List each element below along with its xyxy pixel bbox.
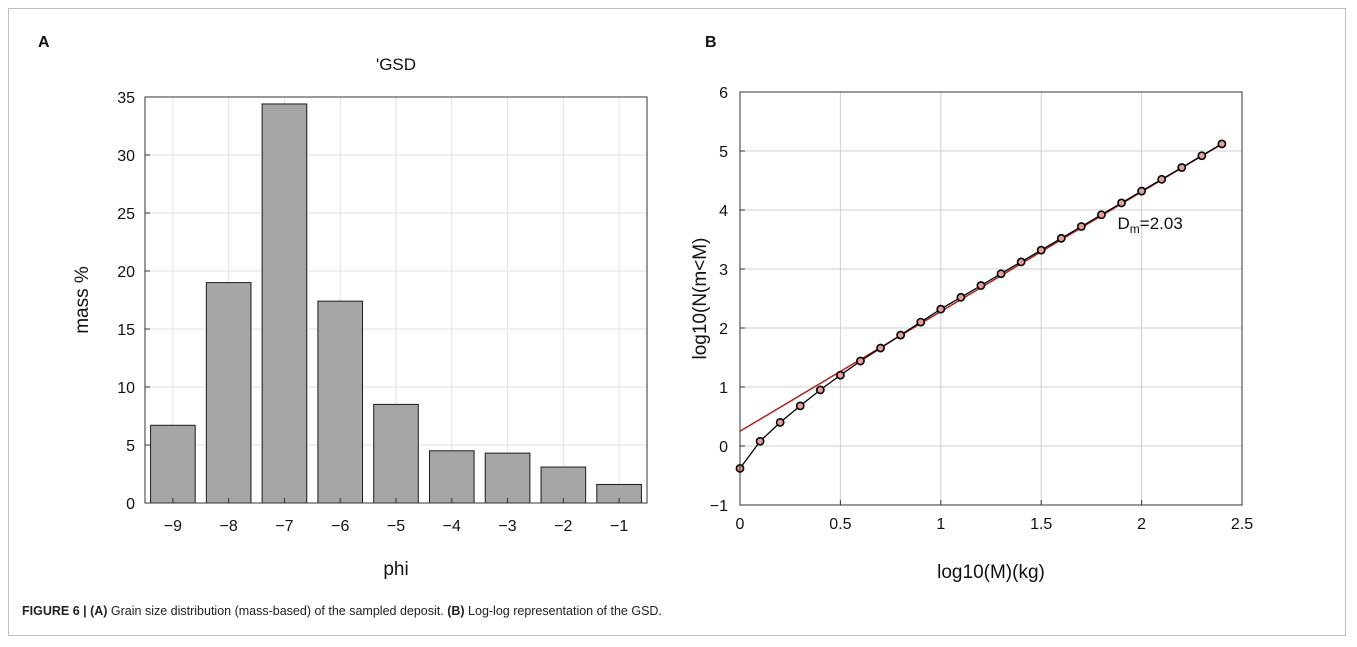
- y-tick-label: 25: [117, 206, 135, 223]
- y-tick-label: 5: [719, 144, 728, 161]
- caption-part-b-text: Log-log representation of the GSD.: [464, 604, 662, 618]
- caption-figure-label: FIGURE 6 |: [22, 604, 91, 618]
- data-point: [1016, 257, 1026, 267]
- y-tick-label: 0: [126, 496, 135, 513]
- dm-annotation-value: =2.03: [1140, 214, 1183, 233]
- data-point: [1056, 233, 1066, 243]
- data-point: [976, 281, 986, 290]
- dm-annotation: Dm=2.03: [1118, 214, 1183, 236]
- bar: [150, 424, 196, 504]
- x-tick-label: −1: [610, 518, 628, 535]
- data-point: [1217, 139, 1227, 149]
- data-point: [1036, 245, 1046, 255]
- plot-area-b: [740, 92, 1242, 505]
- data-point: [775, 417, 785, 427]
- x-axis-title-a: phi: [383, 559, 408, 580]
- data-point: [795, 401, 805, 411]
- y-tick-label: 20: [117, 264, 135, 281]
- x-tick-label: 1.5: [1030, 516, 1052, 533]
- x-axis-title-b: log10(M)(kg): [937, 562, 1045, 583]
- y-tick-label: 3: [719, 262, 728, 279]
- x-tick-label: 2: [1137, 516, 1146, 533]
- bar: [317, 300, 364, 504]
- x-tick-label: −6: [331, 518, 349, 535]
- data-point: [755, 436, 765, 446]
- y-tick-label: 10: [117, 380, 135, 397]
- y-tick-label: −1: [710, 498, 728, 515]
- x-tick-label: −8: [220, 518, 238, 535]
- data-point: [996, 269, 1006, 279]
- x-tick-label: −7: [275, 518, 293, 535]
- x-tick-label: −2: [554, 518, 572, 535]
- y-axis-title-b: log10(N(m<M): [690, 238, 711, 360]
- figure-frame: [8, 8, 1346, 636]
- data-point: [1197, 151, 1207, 161]
- bar: [261, 103, 308, 504]
- data-point: [815, 385, 825, 395]
- caption-part-a-text: Grain size distribution (mass-based) of …: [107, 604, 448, 618]
- y-tick-label: 35: [117, 90, 135, 107]
- data-point: [836, 370, 845, 380]
- x-tick-label: −4: [443, 518, 461, 535]
- x-tick-label: 0.5: [829, 516, 851, 533]
- caption-part-a-tag: (A): [90, 604, 108, 618]
- y-tick-label: 4: [719, 203, 728, 220]
- y-tick-label: 1: [719, 380, 728, 397]
- x-tick-label: −3: [498, 518, 516, 535]
- data-point: [876, 343, 885, 353]
- data-point: [1097, 210, 1106, 220]
- figure-caption: FIGURE 6 | (A) Grain size distribution (…: [22, 604, 662, 618]
- data-point: [1137, 186, 1146, 196]
- y-tick-label: 2: [719, 321, 728, 338]
- bar: [540, 466, 587, 504]
- data-point: [936, 304, 946, 314]
- chart-a-title: 'GSD: [376, 55, 416, 74]
- dm-annotation-main: D: [1118, 214, 1130, 233]
- panel-b-label: B: [705, 34, 717, 51]
- y-tick-label: 5: [126, 438, 135, 455]
- data-point: [856, 356, 865, 366]
- bar: [428, 450, 475, 504]
- x-tick-label: 1: [936, 516, 945, 533]
- data-point: [1157, 174, 1167, 184]
- bar: [205, 282, 252, 504]
- caption-part-b-tag: (B): [447, 604, 465, 618]
- x-tick-label: −9: [164, 518, 182, 535]
- panel-a-label: A: [38, 34, 50, 51]
- data-point: [1076, 222, 1086, 231]
- x-tick-label: −5: [387, 518, 405, 535]
- y-tick-label: 6: [719, 85, 728, 102]
- data-point: [916, 317, 926, 327]
- y-tick-label: 30: [117, 148, 135, 165]
- y-tick-label: 0: [719, 439, 728, 456]
- y-axis-title-a: mass %: [72, 266, 93, 334]
- plot-frame-a: [144, 96, 648, 504]
- plot-frame-b: [739, 91, 1243, 506]
- bar: [484, 452, 531, 504]
- x-tick-label: 0: [736, 516, 745, 533]
- data-point: [896, 330, 906, 340]
- dm-annotation-sub: m: [1130, 222, 1140, 236]
- x-tick-label: 2.5: [1231, 516, 1253, 533]
- data-point: [956, 292, 966, 302]
- y-tick-label: 15: [117, 322, 135, 339]
- data-point: [1117, 198, 1126, 208]
- data-point: [1177, 163, 1187, 172]
